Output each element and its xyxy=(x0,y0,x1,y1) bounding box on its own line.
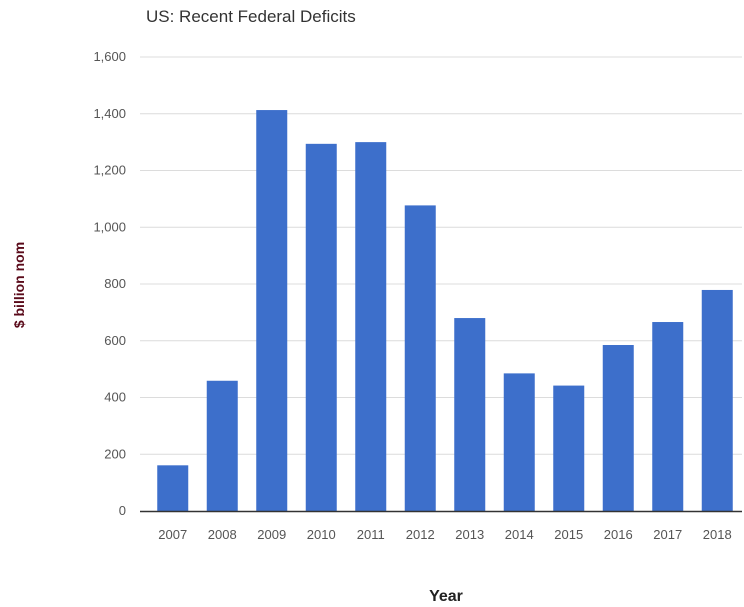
bar-2008 xyxy=(206,380,238,511)
bar-2016 xyxy=(602,345,634,511)
gridlines xyxy=(140,56,742,455)
y-tick-label: 1,200 xyxy=(93,163,126,178)
bar-2015 xyxy=(553,385,585,511)
x-tick-label: 2018 xyxy=(703,527,732,542)
x-axis-label: Year xyxy=(429,588,463,605)
y-tick-label: 400 xyxy=(104,390,126,405)
y-tick-label: 1,000 xyxy=(93,219,126,234)
bar-2009 xyxy=(256,110,288,511)
x-tick-label: 2013 xyxy=(455,527,484,542)
x-tick-label: 2012 xyxy=(406,527,435,542)
x-tick-label: 2007 xyxy=(158,527,187,542)
y-tick-label: 600 xyxy=(104,333,126,348)
bar-2012 xyxy=(404,205,436,511)
y-axis-label: $ billion nom xyxy=(11,242,27,328)
bar-2011 xyxy=(355,142,387,511)
bar-2010 xyxy=(305,143,337,511)
y-tick-label: 200 xyxy=(104,446,126,461)
bar-2017 xyxy=(652,322,684,511)
x-axis-ticks: 2007 2008 2009 2010 2011 2012 2013 2014 2015 2016… xyxy=(158,527,731,542)
x-tick-label: 2017 xyxy=(653,527,682,542)
x-tick-label: 2010 xyxy=(307,527,336,542)
x-tick-label: 2014 xyxy=(505,527,534,542)
x-tick-label: 2015 xyxy=(554,527,583,542)
x-tick-label: 2008 xyxy=(208,527,237,542)
y-tick-label: 0 xyxy=(119,503,126,518)
y-tick-label: 1,600 xyxy=(93,49,126,64)
bar-2018 xyxy=(701,289,733,511)
x-tick-label: 2009 xyxy=(257,527,286,542)
bar-2014 xyxy=(503,373,535,511)
y-tick-label: 1,400 xyxy=(93,106,126,121)
y-axis-ticks: 0 200 400 600 800 1,000 1,200 1,400 1,600 xyxy=(93,49,126,518)
bars xyxy=(157,110,733,511)
bar-2007 xyxy=(157,465,189,511)
x-tick-label: 2011 xyxy=(357,527,385,542)
x-tick-label: 2016 xyxy=(604,527,633,542)
bar-2013 xyxy=(454,318,486,511)
y-tick-label: 800 xyxy=(104,276,126,291)
chart-title: US: Recent Federal Deficits xyxy=(146,7,356,26)
